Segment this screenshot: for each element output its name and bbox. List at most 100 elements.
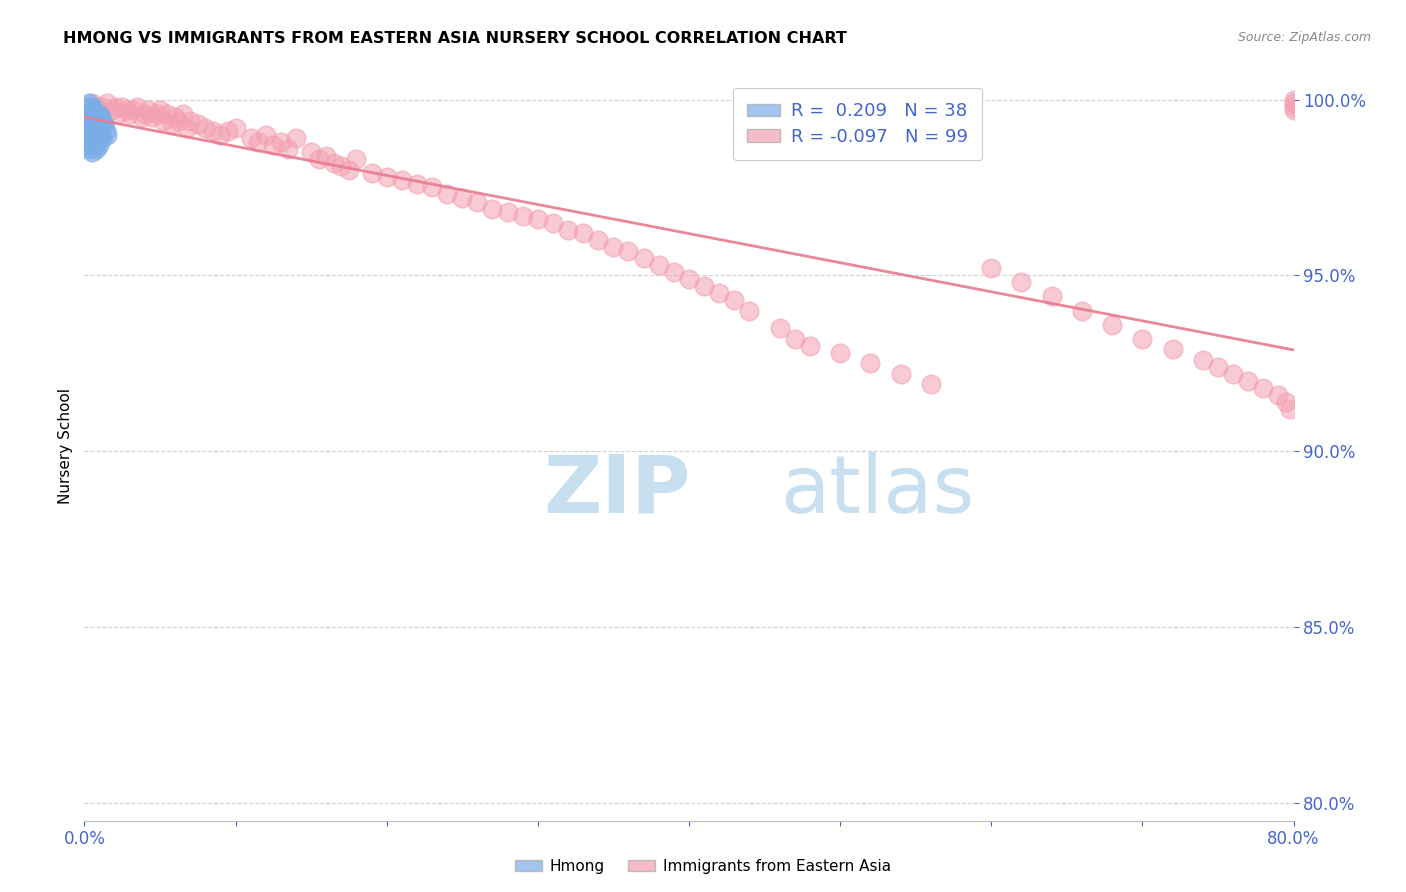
Point	[134, 106, 156, 120]
Point	[84, 120, 107, 135]
Point	[451, 191, 474, 205]
Point	[277, 142, 299, 156]
Point	[136, 103, 159, 117]
Point	[165, 110, 187, 124]
Point	[93, 117, 115, 131]
Point	[738, 303, 761, 318]
Point	[270, 135, 292, 149]
Point	[1161, 343, 1184, 357]
Point	[572, 226, 595, 240]
Point	[80, 95, 103, 110]
Point	[322, 156, 344, 170]
Point	[420, 180, 443, 194]
Point	[1282, 99, 1305, 113]
Point	[678, 272, 700, 286]
Point	[80, 99, 103, 113]
Point	[1011, 276, 1033, 290]
Point	[96, 95, 118, 110]
Point	[121, 103, 143, 117]
Point	[633, 251, 655, 265]
Point	[481, 202, 503, 216]
Point	[86, 142, 108, 156]
Point	[87, 131, 110, 145]
Point	[391, 173, 413, 187]
Point	[79, 142, 101, 156]
Point	[104, 99, 127, 113]
Text: Source: ZipAtlas.com: Source: ZipAtlas.com	[1237, 31, 1371, 45]
Point	[77, 106, 100, 120]
Point	[86, 99, 108, 113]
Point	[84, 138, 107, 153]
Point	[160, 117, 183, 131]
Point	[588, 233, 610, 247]
Point	[172, 106, 194, 120]
Point	[980, 261, 1002, 276]
Point	[209, 128, 232, 142]
Point	[375, 169, 398, 184]
Point	[693, 279, 716, 293]
Point	[541, 216, 564, 230]
Point	[194, 120, 217, 135]
Text: ZIP: ZIP	[544, 452, 692, 530]
Point	[187, 117, 209, 131]
Point	[86, 110, 108, 124]
Point	[131, 110, 153, 124]
Point	[201, 124, 224, 138]
Point	[76, 128, 98, 142]
Point	[100, 103, 122, 117]
Point	[1192, 352, 1215, 367]
Point	[1040, 289, 1063, 303]
Point	[76, 117, 98, 131]
Point	[156, 106, 179, 120]
Point	[79, 124, 101, 138]
Point	[254, 128, 277, 142]
Point	[239, 131, 262, 145]
Point	[146, 106, 169, 120]
Point	[176, 120, 198, 135]
Point	[91, 131, 114, 145]
Point	[859, 356, 882, 370]
Point	[84, 106, 107, 120]
Point	[527, 212, 550, 227]
Point	[769, 321, 792, 335]
Point	[82, 131, 104, 145]
Point	[111, 99, 134, 113]
Point	[346, 153, 368, 167]
Point	[79, 113, 101, 128]
Point	[141, 110, 163, 124]
Point	[90, 110, 112, 124]
Point	[75, 110, 97, 124]
Point	[662, 265, 685, 279]
Point	[436, 187, 458, 202]
Point	[330, 159, 353, 173]
Point	[167, 113, 190, 128]
Point	[1071, 303, 1094, 318]
Point	[557, 222, 579, 236]
Point	[118, 106, 141, 120]
Point	[890, 367, 912, 381]
Point	[1282, 95, 1305, 110]
Point	[1282, 93, 1305, 107]
Point	[1282, 103, 1305, 117]
Text: atlas: atlas	[780, 452, 974, 530]
Point	[648, 258, 671, 272]
Point	[217, 124, 239, 138]
Point	[86, 124, 108, 138]
Point	[262, 138, 284, 153]
Point	[1275, 395, 1298, 409]
Point	[87, 113, 110, 128]
Point	[77, 120, 100, 135]
Point	[115, 103, 138, 117]
Point	[830, 345, 852, 359]
Point	[299, 145, 322, 160]
Point	[285, 131, 308, 145]
Point	[1130, 332, 1153, 346]
Point	[80, 110, 103, 124]
Point	[76, 138, 98, 153]
Point	[152, 113, 174, 128]
Point	[512, 209, 534, 223]
Y-axis label: Nursery School: Nursery School	[58, 388, 73, 504]
Point	[75, 99, 97, 113]
Point	[1253, 381, 1275, 395]
Point	[308, 153, 330, 167]
